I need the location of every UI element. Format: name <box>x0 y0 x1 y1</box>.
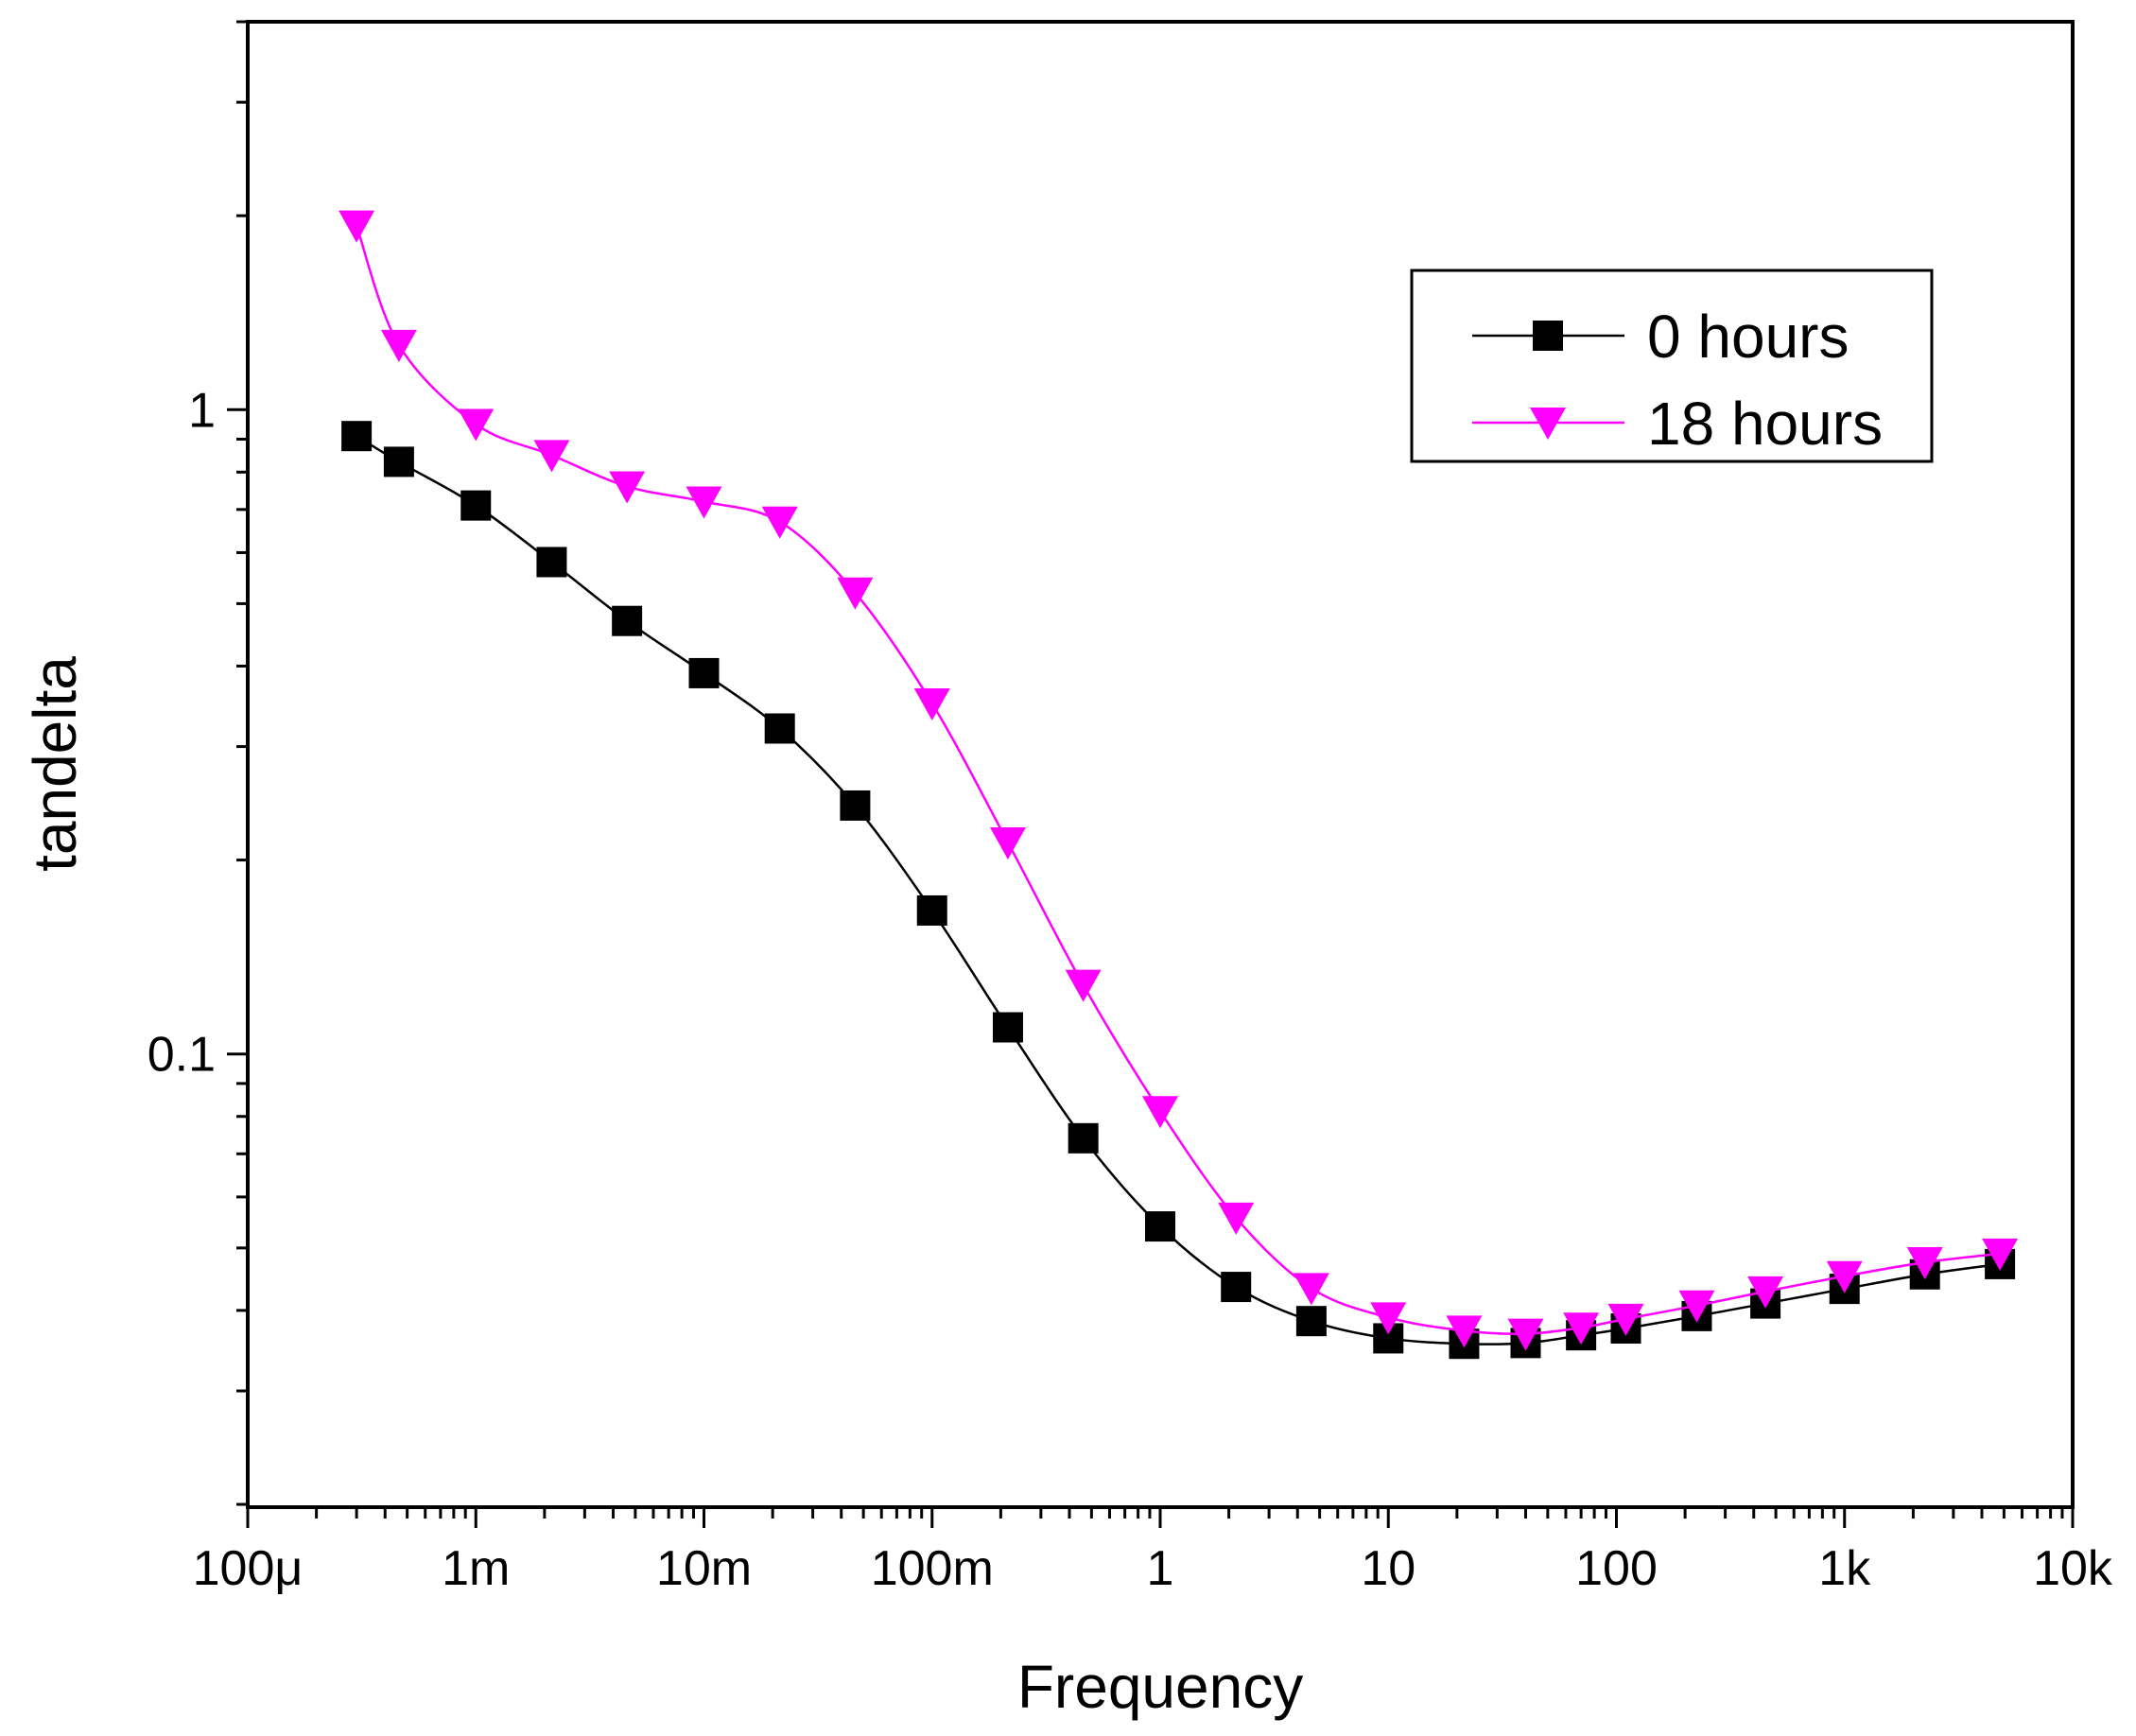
legend-marker <box>1530 408 1566 440</box>
legend-label: 18 hours <box>1647 390 1883 458</box>
data-point <box>1065 969 1102 1002</box>
x-tick-label: 1m <box>442 1541 510 1596</box>
data-point <box>1906 1247 1943 1280</box>
tick-labels: 100μ 1m 10m 100m 1 10 100 1k 10k 0.1 1 <box>148 383 2113 1596</box>
series-0 <box>341 421 2016 1360</box>
data-point <box>609 471 646 504</box>
data-point <box>612 605 643 636</box>
x-tick-label: 10k <box>2033 1541 2113 1596</box>
data-point <box>1145 1211 1175 1242</box>
data-point <box>1370 1302 1407 1335</box>
data-point <box>761 506 798 539</box>
x-tick-label: 100μ <box>193 1541 304 1596</box>
data-point <box>533 440 570 473</box>
y-tick-label: 0.1 <box>148 1028 216 1083</box>
data-point <box>458 408 495 442</box>
legend-entry: 18 hours <box>1472 390 1883 458</box>
data-point <box>1446 1315 1483 1348</box>
series-layer <box>339 210 2019 1360</box>
plot-frame <box>246 20 2075 1509</box>
data-point <box>989 826 1026 859</box>
data-point <box>1221 1272 1252 1303</box>
data-point <box>1982 1238 2019 1271</box>
data-point <box>380 329 417 362</box>
data-point <box>1295 1306 1327 1337</box>
x-tick-label: 10 <box>1361 1541 1415 1596</box>
x-tick-label: 100m <box>871 1541 994 1596</box>
x-tick-label: 10m <box>656 1541 752 1596</box>
data-point <box>1507 1318 1544 1351</box>
data-point <box>1068 1122 1099 1154</box>
data-point <box>913 687 950 720</box>
data-point <box>1218 1202 1255 1235</box>
axis-ticks <box>227 20 2075 1528</box>
data-point <box>1826 1260 1863 1293</box>
data-point <box>992 1012 1023 1043</box>
data-point <box>460 490 492 521</box>
data-point <box>1142 1096 1178 1129</box>
data-point <box>536 547 567 578</box>
x-tick-label: 1k <box>1818 1541 1871 1596</box>
data-point <box>383 446 414 477</box>
legend-label: 0 hours <box>1647 303 1849 371</box>
data-point <box>1747 1276 1784 1309</box>
x-axis-title: Frequency <box>1017 1653 1303 1721</box>
data-point <box>1293 1273 1329 1306</box>
data-point <box>686 486 722 519</box>
data-point <box>688 657 720 688</box>
data-point <box>764 713 795 744</box>
data-point <box>916 894 947 926</box>
data-point <box>339 210 375 243</box>
x-tick-label: 100 <box>1575 1541 1658 1596</box>
data-point <box>341 421 373 452</box>
data-point <box>1678 1290 1715 1323</box>
legend-entry: 0 hours <box>1472 303 1849 371</box>
data-point <box>1563 1312 1600 1345</box>
legend-items: 0 hours 18 hours <box>1472 303 1883 458</box>
legend-marker <box>1533 321 1563 351</box>
y-axis-title: tandelta <box>21 656 89 872</box>
data-point <box>837 577 874 610</box>
series-1 <box>339 210 2019 1351</box>
legend-box <box>1410 269 1934 463</box>
data-point <box>840 790 871 821</box>
legend: 0 hours 18 hours <box>1410 269 1934 463</box>
x-tick-label: 1 <box>1147 1541 1174 1596</box>
y-tick-label: 1 <box>188 383 216 438</box>
data-point <box>1607 1303 1644 1336</box>
series-line <box>356 435 2001 1345</box>
